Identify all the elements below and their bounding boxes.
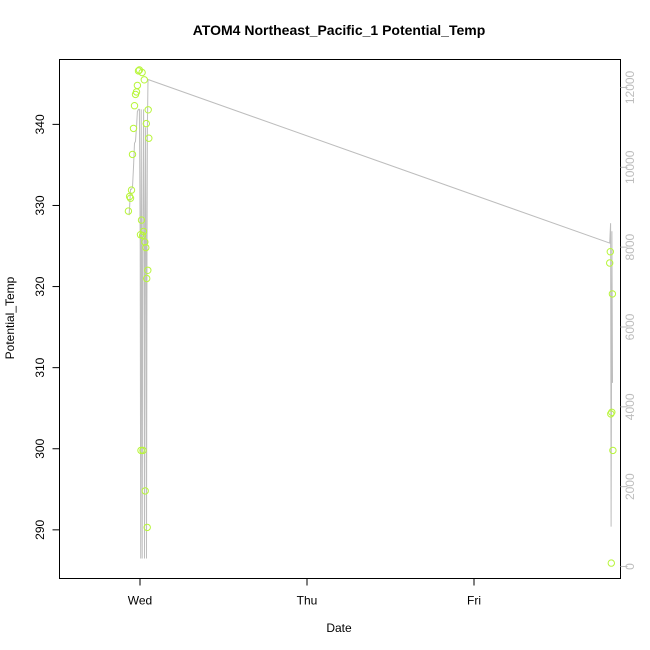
y2-tick-label: 6000 (623, 313, 637, 340)
scatter-point (138, 231, 147, 240)
series-line (128, 78, 613, 559)
y-tick-label: 310 (33, 357, 47, 377)
scatter-point (127, 186, 136, 194)
scatter-point (608, 290, 617, 298)
scatter-point (607, 410, 615, 418)
y-tick-label: 330 (33, 195, 47, 215)
y-tick-label: 290 (33, 520, 47, 540)
scatter-point (142, 119, 151, 128)
x-tick-label: Wed (128, 594, 152, 608)
scatter-point (130, 102, 139, 110)
scatter-point (145, 134, 153, 142)
scatter-point (609, 446, 617, 455)
x-axis: Wed Thu Fri (128, 578, 481, 608)
scatter-point (144, 266, 152, 274)
scatter-point (140, 76, 149, 84)
scatter-point (139, 446, 147, 455)
scatter-point (139, 227, 148, 236)
scatter-point (607, 559, 615, 567)
scatter-point (137, 446, 145, 455)
x-tick-label: Thu (297, 594, 318, 608)
scatter-point (606, 248, 614, 256)
scatter-point (128, 150, 137, 159)
y2-tick-label: 2000 (623, 473, 637, 500)
chart-title: ATOM4 Northeast_Pacific_1 Potential_Temp (193, 22, 486, 38)
y2-tick-label: 10000 (623, 150, 637, 184)
y-tick-label: 340 (33, 114, 47, 134)
scatter-point (144, 106, 152, 114)
scatter-point (143, 523, 151, 532)
y2-tick-label: 8000 (623, 233, 637, 260)
y-tick-label: 320 (33, 276, 47, 296)
scatter-point (124, 207, 133, 215)
scatter-point (143, 274, 151, 283)
scatter-point (138, 68, 146, 77)
y-axis-label: Potential_Temp (3, 276, 17, 359)
scatter-point (133, 81, 142, 90)
y2-tick-label: 4000 (623, 393, 637, 420)
plot-frame (59, 59, 621, 579)
y2-tick-label: 0 (623, 563, 637, 570)
y2-tick-label: 12000 (623, 70, 637, 104)
y-axis-right: 0 2000 4000 6000 8000 10000 12000 (620, 70, 637, 570)
x-axis-label: Date (326, 621, 352, 635)
scatter-point (608, 408, 616, 416)
scatter-point (141, 238, 149, 246)
scatter-point (142, 243, 150, 252)
scatter-series (124, 66, 617, 567)
scatter-point (129, 124, 138, 133)
line-series (128, 78, 613, 559)
y-tick-label: 300 (33, 438, 47, 458)
scatter-point (137, 216, 146, 224)
y-axis-left: 290 300 310 320 330 340 (33, 114, 60, 540)
scatter-point (141, 487, 149, 495)
x-tick-label: Fri (467, 594, 481, 608)
scatter-point (606, 259, 614, 267)
scatter-point (134, 67, 143, 75)
scatter-point (126, 194, 135, 202)
